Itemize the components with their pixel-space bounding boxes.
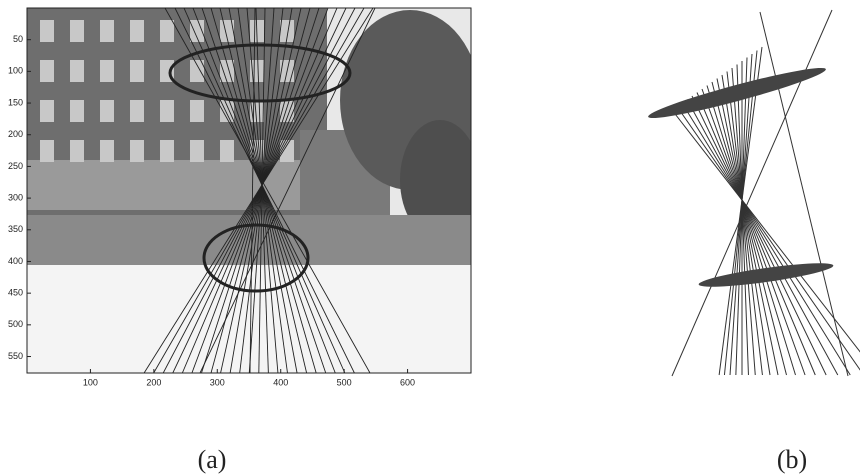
ray <box>692 96 826 375</box>
ray <box>732 68 755 375</box>
window <box>190 100 204 122</box>
ray <box>687 100 838 376</box>
window <box>100 140 114 162</box>
ellipse-3d <box>698 259 835 292</box>
window <box>190 140 204 162</box>
window <box>100 60 114 82</box>
x-tick-label: 400 <box>273 377 288 387</box>
window <box>160 140 174 162</box>
window <box>70 100 84 122</box>
y-tick-label: 350 <box>8 224 23 234</box>
y-tick-label: 450 <box>8 288 23 298</box>
window <box>130 100 144 122</box>
caption: (b) <box>777 445 807 474</box>
ray <box>672 110 860 375</box>
x-tick-label: 600 <box>400 377 415 387</box>
window <box>100 20 114 42</box>
window <box>130 140 144 162</box>
window <box>40 60 54 82</box>
ray <box>697 93 815 376</box>
ray <box>702 89 805 375</box>
window <box>130 60 144 82</box>
window <box>40 100 54 122</box>
window <box>40 140 54 162</box>
ray <box>682 103 850 375</box>
window <box>70 20 84 42</box>
y-tick-label: 150 <box>8 97 23 107</box>
x-tick-label: 100 <box>83 377 98 387</box>
window <box>40 20 54 42</box>
y-tick-label: 50 <box>13 34 23 44</box>
photo <box>27 8 480 373</box>
y-tick-label: 550 <box>8 351 23 361</box>
window <box>220 140 234 162</box>
x-tick-label: 300 <box>210 377 225 387</box>
x-tick-label: 200 <box>146 377 161 387</box>
x-tick-label: 500 <box>337 377 352 387</box>
y-tick-label: 250 <box>8 161 23 171</box>
y-tick-label: 300 <box>8 192 23 202</box>
window <box>160 20 174 42</box>
ray <box>677 107 860 376</box>
window <box>70 60 84 82</box>
y-tick-label: 100 <box>8 66 23 76</box>
y-tick-label: 400 <box>8 256 23 266</box>
y-tick-label: 200 <box>8 129 23 139</box>
window <box>100 100 114 122</box>
window <box>160 100 174 122</box>
window <box>130 20 144 42</box>
rays-3d <box>672 10 860 376</box>
figure: (a) (b) 100 200 300 400 500 600 50 100 150 200 250… <box>0 0 860 476</box>
caption: (a) <box>198 445 227 474</box>
window <box>70 140 84 162</box>
y-tick-label: 500 <box>8 319 23 329</box>
